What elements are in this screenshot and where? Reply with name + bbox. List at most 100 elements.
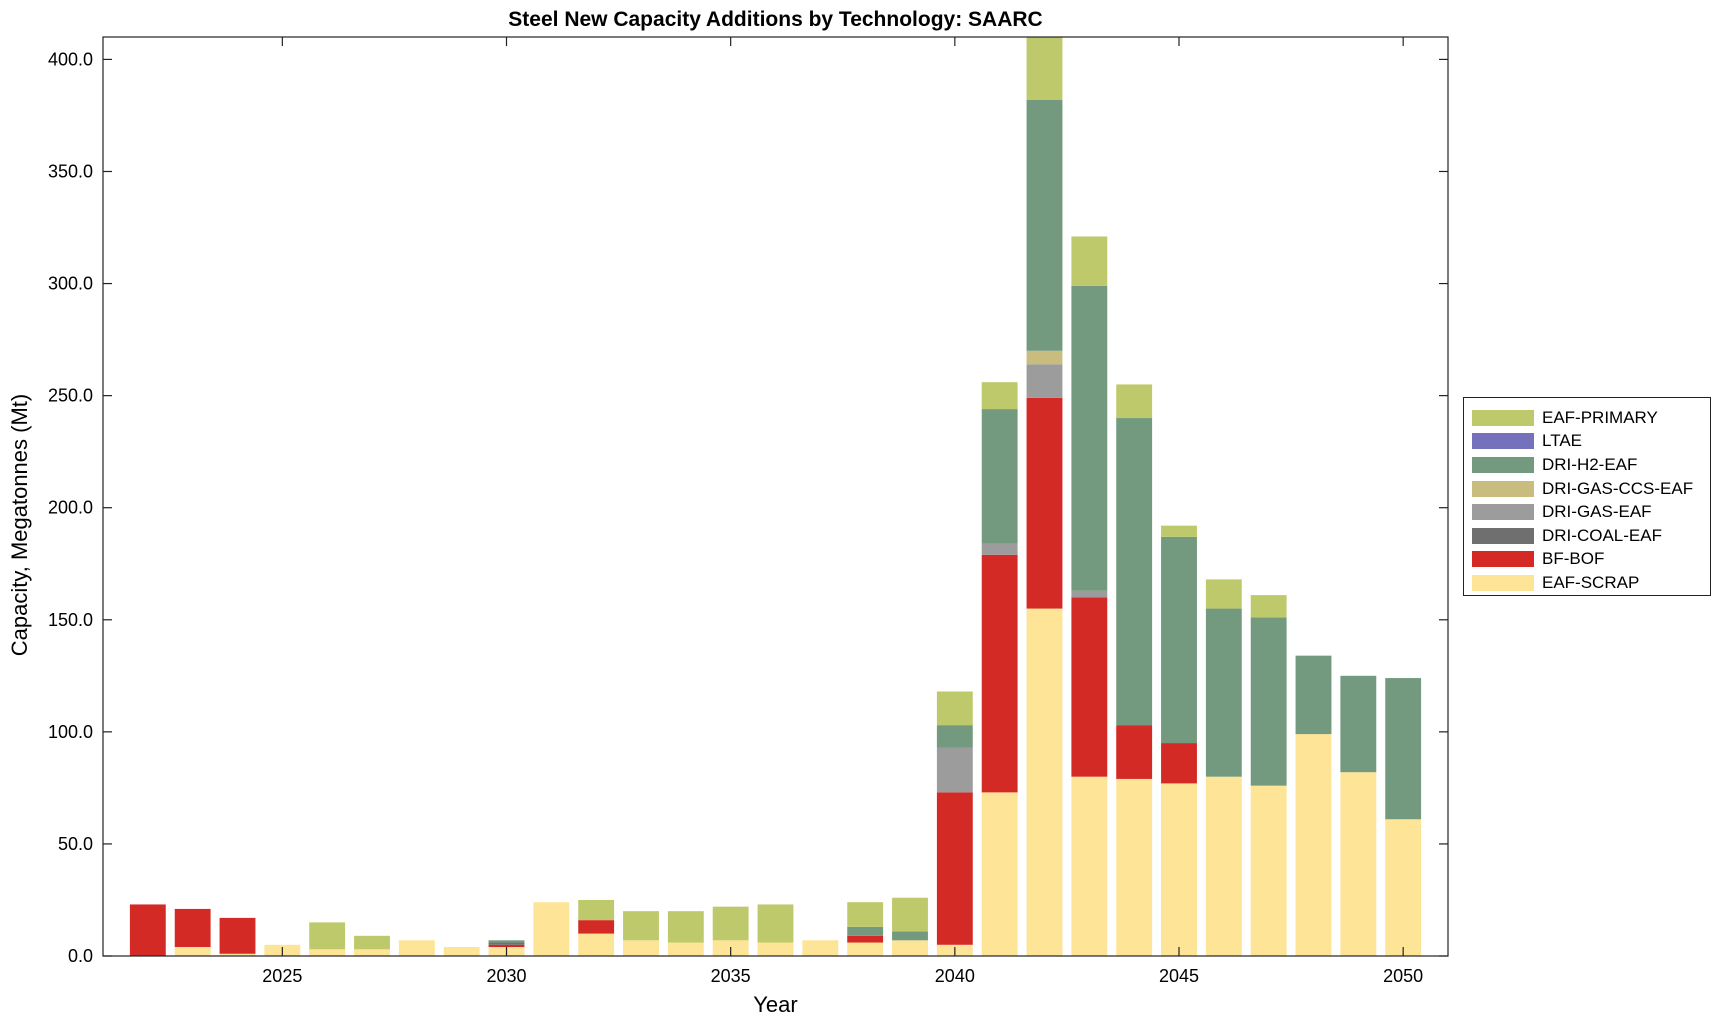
bar-eaf-primary-2039 <box>892 897 928 932</box>
y-tick-label: 250.0 <box>48 386 93 406</box>
bar-dri-h2-eaf-2042 <box>1026 99 1063 351</box>
bar-eaf-primary-2035 <box>712 906 749 941</box>
x-tick-label: 2025 <box>262 966 302 986</box>
bar-eaf-scrap-2046 <box>1205 776 1242 956</box>
bar-eaf-scrap-2027 <box>354 949 390 956</box>
bars-layer <box>129 37 1422 956</box>
bar-dri-h2-eaf-2047 <box>1250 617 1287 786</box>
bar-dri-gas-eaf-2043 <box>1071 590 1108 598</box>
bar-bf-bof-2045 <box>1161 743 1197 784</box>
bar-eaf-scrap-2032 <box>578 933 615 956</box>
chart-title: Steel New Capacity Additions by Technolo… <box>508 8 1043 31</box>
x-tick-label: 2035 <box>711 966 751 986</box>
legend-label: LTAE <box>1542 431 1582 450</box>
legend-swatch <box>1472 410 1534 426</box>
legend-swatch <box>1472 575 1534 591</box>
bar-eaf-primary-2047 <box>1250 595 1287 618</box>
bar-eaf-scrap-2033 <box>623 940 659 956</box>
bar-eaf-scrap-2050 <box>1385 819 1422 956</box>
bar-bf-bof-2042 <box>1026 397 1063 609</box>
bar-eaf-scrap-2042 <box>1026 608 1063 956</box>
bar-eaf-scrap-2026 <box>309 949 346 956</box>
bar-eaf-scrap-2048 <box>1295 734 1332 956</box>
x-tick-label: 2040 <box>935 966 975 986</box>
bar-dri-coal-eaf-2030 <box>488 942 525 945</box>
legend-swatch <box>1472 457 1534 473</box>
bar-dri-h2-eaf-2038 <box>847 926 884 936</box>
bar-bf-bof-2032 <box>578 920 615 934</box>
bar-dri-h2-eaf-2039 <box>892 931 928 941</box>
bar-eaf-primary-2041 <box>981 382 1018 410</box>
bar-dri-h2-eaf-2030 <box>488 940 525 943</box>
bar-eaf-scrap-2041 <box>981 792 1018 956</box>
bar-eaf-primary-2042 <box>1026 37 1063 100</box>
legend-item-eaf-scrap: EAF-SCRAP <box>1472 573 1639 593</box>
bar-bf-bof-2024 <box>219 917 256 954</box>
legend-label: DRI-GAS-EAF <box>1542 502 1652 521</box>
bar-dri-h2-eaf-2045 <box>1161 536 1197 744</box>
bar-dri-gas-ccs-eaf-2042 <box>1026 350 1063 365</box>
bar-bf-bof-2022 <box>129 904 166 956</box>
y-tick-label: 150.0 <box>48 610 93 630</box>
bar-bf-bof-2023 <box>174 908 211 948</box>
legend-swatch <box>1472 433 1534 449</box>
legend-item-eaf-primary: EAF-PRIMARY <box>1472 408 1658 428</box>
y-tick-label: 300.0 <box>48 274 93 294</box>
bar-dri-h2-eaf-2049 <box>1340 675 1377 773</box>
bar-bf-bof-2041 <box>981 554 1018 793</box>
x-axis-label: Year <box>753 992 798 1017</box>
bar-eaf-primary-2046 <box>1205 579 1242 609</box>
plot-frame <box>102 36 1449 957</box>
legend-swatch <box>1472 481 1534 497</box>
bar-dri-h2-eaf-2050 <box>1385 678 1422 820</box>
bar-eaf-scrap-2049 <box>1340 772 1377 956</box>
bar-eaf-scrap-2024 <box>219 953 256 956</box>
y-tick-label: 100.0 <box>48 722 93 742</box>
legend-swatch <box>1472 551 1534 567</box>
bar-eaf-scrap-2023 <box>174 947 211 956</box>
x-tick-label: 2045 <box>1159 966 1199 986</box>
bar-eaf-primary-2040 <box>936 691 973 726</box>
y-tick-label: 350.0 <box>48 161 93 181</box>
bar-eaf-primary-2044 <box>1116 384 1153 419</box>
legend-label: DRI-H2-EAF <box>1542 455 1638 474</box>
bar-bf-bof-2030 <box>488 944 525 948</box>
bar-eaf-scrap-2028 <box>398 940 435 956</box>
legend: EAF-PRIMARY LTAE DRI-H2-EAF DRI-GAS-CCS-… <box>1463 397 1711 596</box>
bar-eaf-primary-2026 <box>309 922 346 950</box>
bar-eaf-scrap-2031 <box>533 902 570 956</box>
bar-bf-bof-2043 <box>1071 597 1108 777</box>
bar-eaf-primary-2033 <box>623 911 659 941</box>
bar-eaf-scrap-2034 <box>667 942 704 956</box>
bar-bf-bof-2040 <box>936 792 973 945</box>
bar-dri-gas-eaf-2041 <box>981 543 1018 555</box>
bar-dri-gas-eaf-2042 <box>1026 364 1063 398</box>
legend-item-dri-h2-eaf: DRI-H2-EAF <box>1472 455 1637 475</box>
legend-item-dri-gas-ccs-eaf: DRI-GAS-CCS-EAF <box>1472 479 1693 499</box>
x-tick-label: 2030 <box>486 966 526 986</box>
bar-eaf-scrap-2043 <box>1071 776 1108 956</box>
legend-item-dri-gas-eaf: DRI-GAS-EAF <box>1472 502 1652 522</box>
bar-dri-h2-eaf-2041 <box>981 409 1018 544</box>
bar-eaf-primary-2043 <box>1071 236 1108 286</box>
bar-eaf-primary-2032 <box>578 899 615 921</box>
bar-eaf-primary-2036 <box>757 904 794 943</box>
bar-eaf-scrap-2036 <box>757 942 794 956</box>
bar-eaf-primary-2034 <box>667 911 704 943</box>
bar-eaf-scrap-2038 <box>847 942 884 956</box>
bar-dri-gas-eaf-2040 <box>936 747 973 793</box>
bar-eaf-scrap-2045 <box>1161 783 1197 956</box>
legend-swatch <box>1472 504 1534 520</box>
y-tick-label: 50.0 <box>58 834 93 854</box>
legend-label: DRI-COAL-EAF <box>1542 526 1662 545</box>
bar-dri-h2-eaf-2046 <box>1205 608 1242 777</box>
ticks-layer: 0.0 50.0 100.0 150.0 200.0 250.0 300.0 350.0 400… <box>48 37 1448 986</box>
bar-eaf-scrap-2037 <box>802 940 839 956</box>
bar-eaf-scrap-2047 <box>1250 785 1287 956</box>
legend-item-dri-coal-eaf: DRI-COAL-EAF <box>1472 526 1662 546</box>
bar-eaf-primary-2038 <box>847 902 884 927</box>
legend-swatch <box>1472 528 1534 544</box>
bar-bf-bof-2044 <box>1116 725 1153 779</box>
legend-item-bf-bof: BF-BOF <box>1472 549 1604 569</box>
